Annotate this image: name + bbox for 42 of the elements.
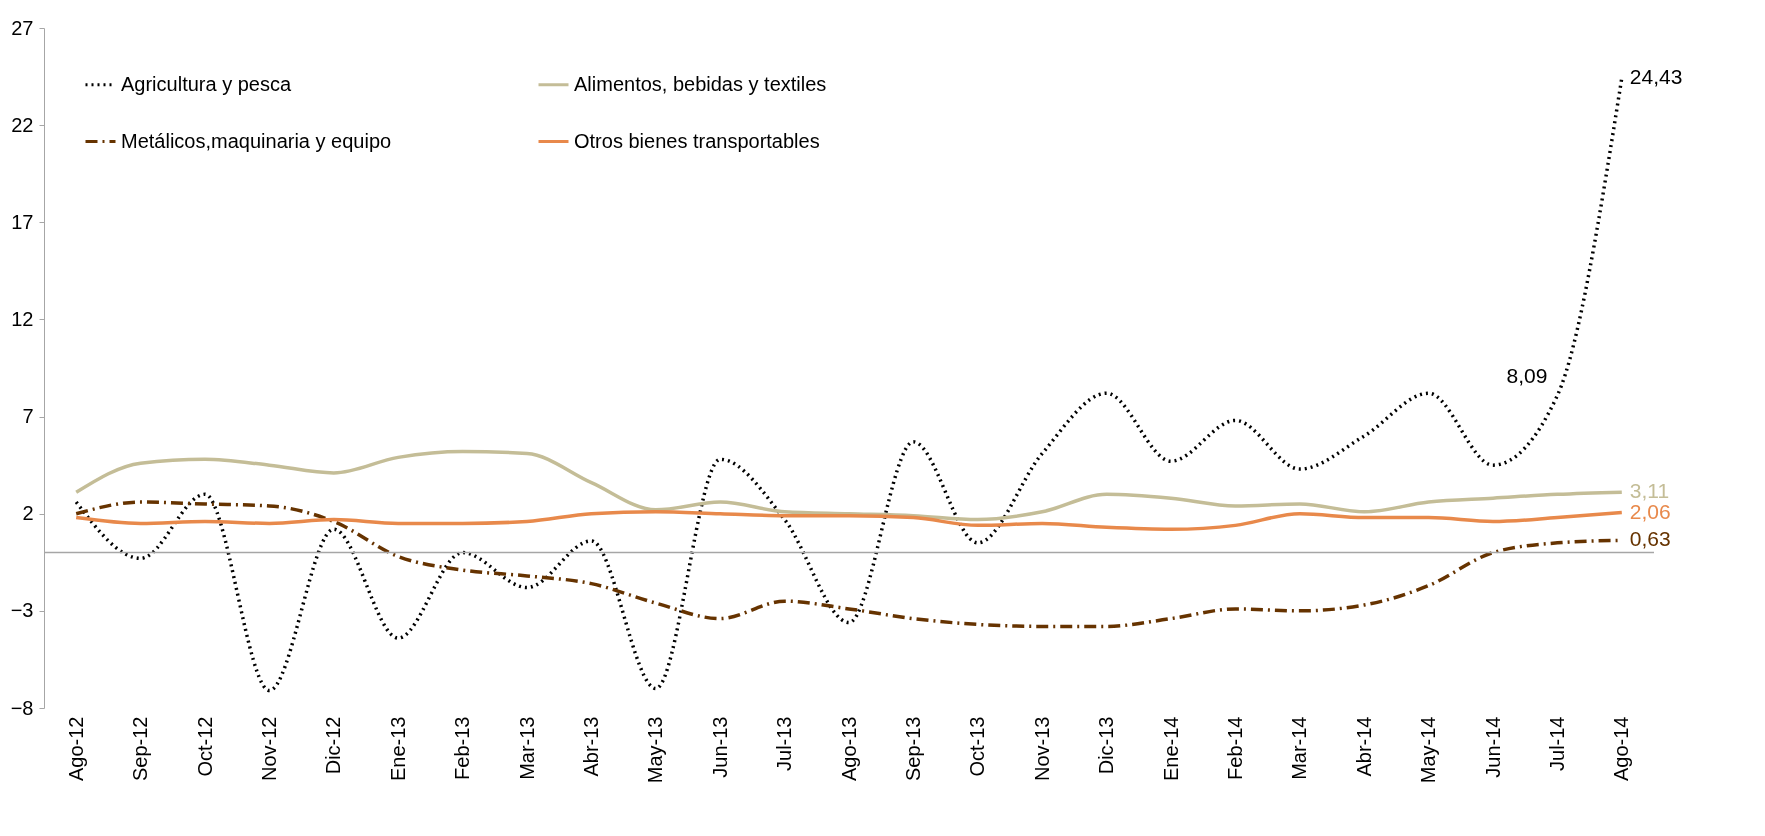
data-label: 8,09 (1506, 364, 1548, 388)
x-tick-label: Sep-12 (129, 716, 152, 781)
x-tick-label: Jul-13 (773, 716, 796, 771)
x-tick-label: Jul-14 (1545, 716, 1568, 771)
x-tick-label: Sep-13 (901, 716, 924, 781)
x-tick-label: Jun-13 (708, 716, 731, 778)
x-tick-label: Ago-12 (64, 716, 87, 781)
legend-label: Otros bienes transportables (574, 129, 820, 152)
y-tick-label: 12 (11, 307, 34, 330)
x-tick-label: May-13 (644, 716, 667, 784)
x-tick-label: Ago-13 (837, 716, 860, 781)
line-series (74, 449, 1624, 522)
x-tick-label: Jun-14 (1481, 716, 1504, 778)
y-tick-label: 17 (11, 210, 34, 233)
x-tick-label: Feb-13 (451, 716, 474, 780)
legend-label: Alimentos, bebidas y textiles (574, 72, 827, 95)
x-tick-label: Ene-13 (386, 716, 409, 781)
x-tick-label: May-14 (1417, 716, 1440, 784)
data-label: 0,63 (1629, 527, 1671, 551)
y-tick-label: 22 (11, 113, 34, 136)
x-tick-label: Abr-13 (579, 716, 602, 777)
y-tick-label: −3 (10, 599, 34, 622)
x-tick-label: Ago-14 (1610, 716, 1633, 781)
x-tick-label: Oct-13 (966, 716, 989, 777)
x-tick-label: Ene-14 (1159, 716, 1182, 781)
y-tick-label: 2 (22, 502, 34, 525)
data-label: 24,43 (1629, 64, 1683, 88)
legend-label: Metálicos,maquinaria y equipo (121, 129, 392, 152)
x-tick-label: Feb-14 (1223, 716, 1246, 780)
legend-label: Agricultura y pesca (121, 72, 292, 95)
y-tick-label: 7 (22, 405, 34, 428)
x-tick-label: Abr-14 (1352, 716, 1375, 777)
x-tick-label: Oct-12 (193, 716, 216, 777)
x-tick-label: Mar-13 (515, 716, 538, 780)
y-tick-label: 27 (11, 16, 34, 39)
y-tick-label: −8 (10, 696, 34, 719)
x-tick-label: Nov-13 (1030, 716, 1053, 781)
x-tick-label: Dic-13 (1095, 716, 1118, 775)
x-tick-label: Dic-12 (322, 716, 345, 775)
line-series (74, 510, 1624, 532)
x-tick-label: Nov-12 (257, 716, 280, 781)
x-tick-label: Mar-14 (1288, 716, 1311, 780)
